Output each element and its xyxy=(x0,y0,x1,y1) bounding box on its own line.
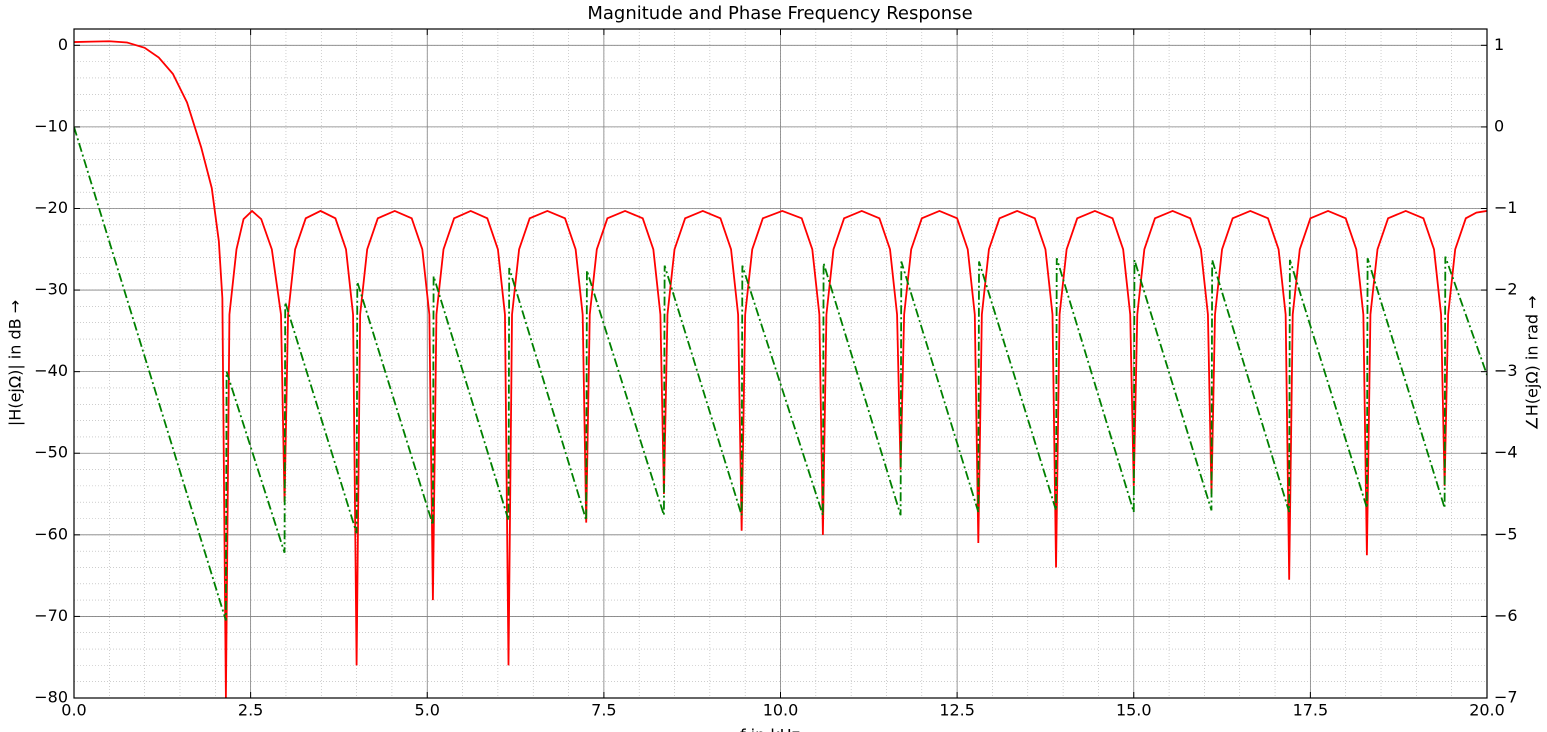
x-tick-label: 15.0 xyxy=(1116,701,1152,720)
x-tick-label: 5.0 xyxy=(415,701,440,720)
data-line xyxy=(74,126,1487,621)
y2-tick-label: −2 xyxy=(1494,280,1518,299)
x-tick-label: 0.0 xyxy=(61,701,86,720)
y-tick-label: −50 xyxy=(34,443,68,462)
plot-frame xyxy=(73,28,1488,699)
x-tick-label: 17.5 xyxy=(1293,701,1329,720)
y-tick-label: −20 xyxy=(34,198,68,217)
chart-title: Magnitude and Phase Frequency Response xyxy=(587,3,972,24)
y2-tick-label: 0 xyxy=(1494,116,1504,135)
y2-tick-label: −5 xyxy=(1494,524,1518,543)
y2-tick-label: −6 xyxy=(1494,606,1518,625)
x-tick-label: 20.0 xyxy=(1469,701,1505,720)
y2-axis-label: ∠H(ejΩ) in rad → xyxy=(1523,295,1542,430)
x-tick-label: 2.5 xyxy=(238,701,263,720)
y2-tick-label: −1 xyxy=(1494,198,1518,217)
x-tick-label: 7.5 xyxy=(591,701,616,720)
y2-tick-label: 1 xyxy=(1494,35,1504,54)
y-tick-label: 0 xyxy=(58,35,68,54)
x-tick-label: 10.0 xyxy=(763,701,799,720)
y-axis-label: |H(ejΩ)| in dB → xyxy=(6,300,25,426)
y-tick-label: −80 xyxy=(34,688,68,707)
y-tick-label: −60 xyxy=(34,524,68,543)
y-tick-label: −30 xyxy=(34,280,68,299)
y2-tick-label: −7 xyxy=(1494,688,1518,707)
x-tick-label: 12.5 xyxy=(939,701,975,720)
y2-tick-label: −3 xyxy=(1494,361,1518,380)
x-axis-label: f in kHz xyxy=(740,726,800,732)
data-line xyxy=(74,40,1487,698)
y-tick-label: −10 xyxy=(34,116,68,135)
y2-tick-label: −4 xyxy=(1494,443,1518,462)
y-tick-label: −70 xyxy=(34,606,68,625)
y-tick-label: −40 xyxy=(34,361,68,380)
